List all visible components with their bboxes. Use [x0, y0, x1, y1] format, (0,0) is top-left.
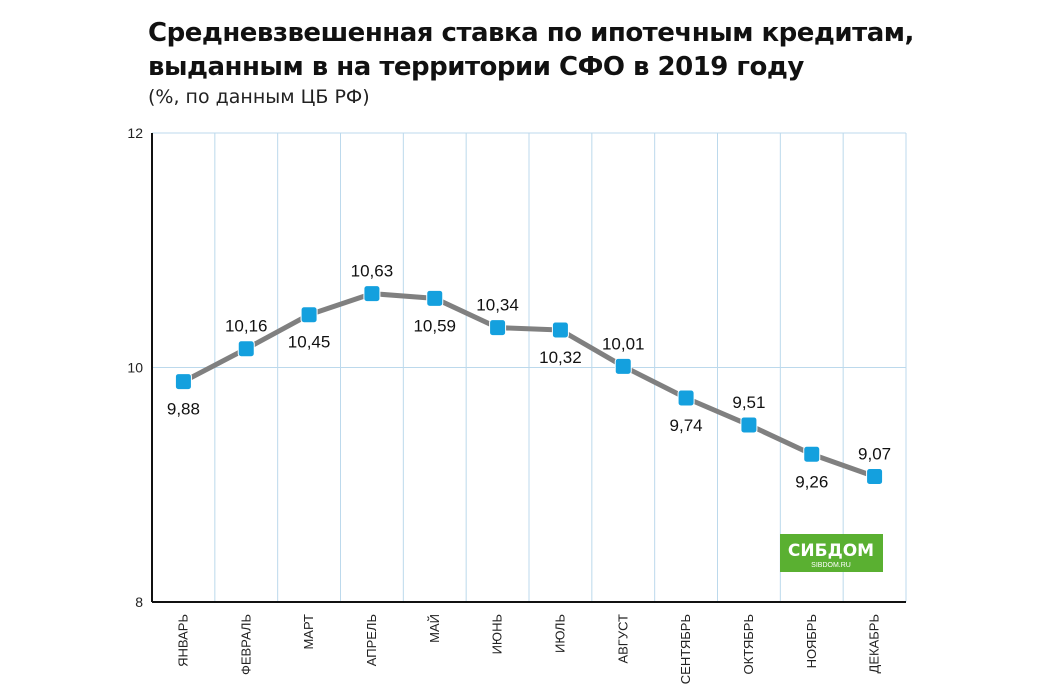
data-label: 9,26: [795, 472, 828, 491]
x-tick-label: АВГУСТ: [615, 614, 630, 664]
data-point: [300, 306, 318, 324]
data-point: [866, 468, 884, 486]
data-point: [803, 445, 821, 463]
chart-title: Средневзвешенная ставка по ипотечным кре…: [148, 16, 914, 84]
y-tick-label: 10: [127, 360, 143, 376]
x-tick-label: МАЙ: [427, 614, 442, 643]
chart-title-line-1: Средневзвешенная ставка по ипотечным кре…: [148, 18, 914, 48]
data-label: 9,74: [670, 416, 703, 435]
data-point: [237, 340, 255, 358]
x-tick-label: ИЮНЬ: [490, 614, 505, 654]
data-labels: 9,88 10,16 10,45 10,63 10,59 10,34 10,32 10,01 9…: [167, 262, 891, 492]
x-tick-label: ЯНВАРЬ: [175, 614, 190, 667]
x-tick-label: АПРЕЛЬ: [364, 614, 379, 666]
series-line: [180, 291, 878, 480]
data-label: 10,01: [602, 334, 645, 353]
chart-title-line-2: выданным в на территории СФО в 2019 году: [148, 52, 804, 82]
data-label: 9,51: [732, 393, 765, 412]
data-label: 10,59: [413, 316, 456, 335]
logo-name: СИБДОМ: [788, 541, 874, 561]
axes: [151, 133, 906, 603]
data-label: 9,88: [167, 400, 200, 419]
data-point: [740, 416, 758, 434]
data-points: [174, 285, 884, 486]
x-tick-label: ИЮЛЬ: [552, 614, 567, 653]
series-rate: [180, 291, 878, 480]
x-tick-label: СЕНТЯБРЬ: [678, 614, 693, 684]
y-tick-label: 8: [135, 594, 143, 610]
data-label: 10,34: [476, 296, 519, 315]
x-tick-label: НОЯБРЬ: [804, 614, 819, 668]
data-label: 10,16: [225, 317, 268, 336]
y-tick-label: 12: [127, 125, 143, 141]
x-tick-label: ОКТЯБРЬ: [741, 614, 756, 674]
data-label: 10,32: [539, 348, 582, 367]
x-tick-label: ДЕКАБРЬ: [867, 614, 882, 673]
data-label: 10,45: [288, 333, 331, 352]
data-point: [551, 321, 569, 339]
data-point: [489, 319, 507, 337]
logo-url: SIBDOM.RU: [811, 562, 851, 569]
sibdom-logo: СИБДОМ SIBDOM.RU: [780, 534, 883, 572]
data-point: [426, 289, 444, 307]
x-axis-labels: ЯНВАРЬ ФЕВРАЛЬ МАРТ АПРЕЛЬ МАЙ ИЮНЬ ИЮЛЬ АВГУСТ…: [175, 614, 881, 684]
data-point: [363, 285, 381, 303]
y-axis-ticks: 8 10 12: [127, 125, 143, 610]
data-point: [677, 389, 695, 407]
logo-background: [780, 534, 883, 572]
x-tick-label: ФЕВРАЛЬ: [238, 614, 253, 675]
grid-lines: [152, 132, 907, 602]
data-point: [174, 373, 192, 391]
data-label: 10,63: [351, 262, 394, 281]
data-point: [614, 357, 632, 375]
chart-subtitle: (%, по данным ЦБ РФ): [148, 86, 370, 108]
data-label: 9,07: [858, 445, 891, 464]
x-tick-label: МАРТ: [301, 614, 316, 650]
